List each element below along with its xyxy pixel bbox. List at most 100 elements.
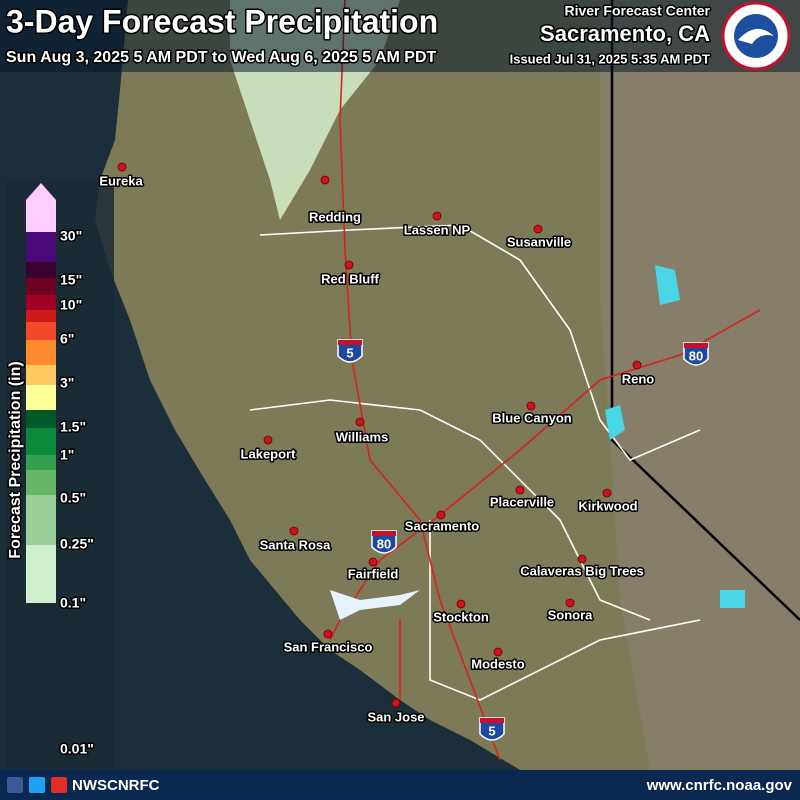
legend-swatch bbox=[26, 470, 56, 495]
legend-label: 0.01" bbox=[60, 741, 94, 757]
city-dot bbox=[602, 488, 612, 498]
city-dot bbox=[533, 224, 543, 234]
legend-label: 30" bbox=[60, 228, 82, 244]
bay bbox=[330, 590, 420, 620]
legend-label: 10" bbox=[60, 297, 82, 313]
city-label: Lakeport bbox=[241, 446, 297, 461]
city-label: Santa Rosa bbox=[260, 537, 332, 552]
city-dot bbox=[344, 260, 354, 270]
legend-swatch bbox=[26, 295, 56, 310]
city-label: Stockton bbox=[433, 609, 489, 624]
legend-label: 1.5" bbox=[60, 419, 86, 435]
issued: Issued Jul 31, 2025 5:35 AM PDT bbox=[510, 51, 710, 66]
city-dot bbox=[515, 485, 525, 495]
shield bbox=[479, 717, 505, 741]
nws-logo bbox=[721, 1, 791, 71]
legend-label: 6" bbox=[60, 331, 74, 347]
shield-top bbox=[684, 343, 708, 348]
youtube-icon[interactable] bbox=[51, 777, 67, 793]
period: Sun Aug 3, 2025 5 AM PDT to Wed Aug 6, 2… bbox=[6, 49, 437, 66]
city-dot bbox=[323, 629, 333, 639]
city-dot bbox=[355, 417, 365, 427]
agency: River Forecast Center bbox=[564, 3, 710, 19]
city-label: Red Bluff bbox=[321, 271, 379, 286]
highways bbox=[329, 0, 761, 761]
legend-swatch bbox=[26, 428, 56, 455]
social-handle[interactable]: NWSCNRFC bbox=[72, 777, 160, 794]
legend-swatch bbox=[26, 410, 56, 428]
legend-swatch bbox=[26, 200, 56, 232]
city-label: Kirkwood bbox=[578, 498, 637, 513]
city-label: Modesto bbox=[471, 656, 525, 671]
city-label: Fairfield bbox=[348, 566, 399, 581]
legend-label: 3" bbox=[60, 375, 74, 391]
legend-swatch bbox=[26, 365, 56, 385]
shield-number: 5 bbox=[346, 345, 353, 360]
title: 3-Day Forecast Precipitation bbox=[6, 3, 438, 39]
website[interactable]: www.cnrfc.noaa.gov bbox=[646, 777, 793, 794]
twitter-icon[interactable] bbox=[29, 777, 45, 793]
city-dot bbox=[632, 360, 642, 370]
legend-swatch bbox=[26, 310, 56, 322]
header-band bbox=[0, 0, 800, 72]
legend-arrow bbox=[26, 183, 56, 200]
shield bbox=[337, 339, 363, 363]
city-dot bbox=[577, 554, 587, 564]
city-dot bbox=[436, 510, 446, 520]
legend-label: 0.25" bbox=[60, 536, 94, 552]
footer-band bbox=[0, 770, 800, 800]
shield-top bbox=[372, 531, 396, 536]
shield-number: 80 bbox=[689, 348, 703, 363]
legend-swatch bbox=[26, 455, 56, 470]
legend-swatch bbox=[26, 232, 56, 262]
facebook-icon[interactable] bbox=[7, 777, 23, 793]
city-label: Eureka bbox=[99, 173, 143, 188]
city-label: Placerville bbox=[490, 494, 554, 509]
nevada-terrain bbox=[600, 0, 800, 770]
city-label: Sonora bbox=[548, 607, 594, 622]
legend: 30" 15" 10" 6" 3" 1.5" 1" 0.5" 0.25" 0.1" 0.01" bbox=[26, 183, 95, 758]
city-dot bbox=[368, 557, 378, 567]
city-dot bbox=[391, 698, 401, 708]
city-dot bbox=[289, 526, 299, 536]
city-dot bbox=[432, 211, 442, 221]
shield bbox=[683, 342, 709, 366]
city-dot bbox=[456, 599, 466, 609]
city-label: San Jose bbox=[367, 709, 424, 724]
city-dot bbox=[320, 175, 330, 185]
city-label: Redding bbox=[309, 209, 361, 224]
city-label: Susanville bbox=[507, 234, 571, 249]
shield bbox=[371, 530, 397, 554]
city-label: Blue Canyon bbox=[492, 410, 572, 425]
shield-top bbox=[480, 718, 504, 723]
city-label: San Francisco bbox=[284, 639, 373, 654]
city-dot bbox=[565, 598, 575, 608]
city-dot bbox=[117, 162, 127, 172]
legend-swatch bbox=[26, 385, 56, 410]
legend-swatch bbox=[26, 495, 56, 545]
location: Sacramento, CA bbox=[540, 21, 710, 46]
legend-swatch bbox=[26, 322, 56, 340]
legend-title: Forecast Precipitation (in) bbox=[7, 361, 24, 558]
legend-panel bbox=[6, 182, 114, 768]
legend-swatch bbox=[26, 262, 56, 278]
highway-shields: 5 80 80 5 bbox=[337, 339, 709, 741]
state-border bbox=[610, 0, 800, 621]
city-dot bbox=[526, 401, 536, 411]
legend-label: 0.1" bbox=[60, 595, 86, 611]
city-label: Lassen NP bbox=[404, 222, 471, 237]
legend-swatch bbox=[26, 340, 56, 365]
city-dot bbox=[263, 435, 273, 445]
legend-swatch bbox=[26, 545, 56, 603]
legend-label: 15" bbox=[60, 272, 82, 288]
cities: Eureka Redding Lassen NP Susanville Red Bluf… bbox=[98, 162, 656, 726]
city-label: Reno bbox=[622, 371, 655, 386]
legend-swatch bbox=[26, 278, 56, 295]
shield-top bbox=[338, 340, 362, 345]
shield-number: 80 bbox=[377, 536, 391, 551]
basin-boundaries bbox=[249, 224, 701, 701]
city-label: Williams bbox=[336, 429, 389, 444]
city-label: Sacramento bbox=[405, 518, 479, 533]
city-dot bbox=[493, 647, 503, 657]
